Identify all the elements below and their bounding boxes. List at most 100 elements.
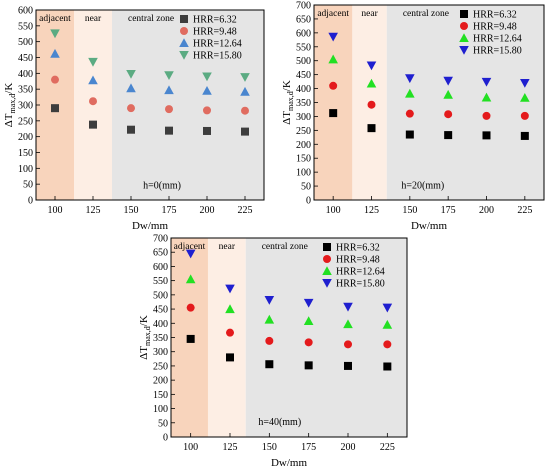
y-tick-label: 300 (18, 101, 33, 112)
point-1-1 (51, 104, 59, 113)
point-2-3 (405, 109, 414, 118)
point-4-1 (185, 249, 196, 259)
point-1-2 (89, 120, 97, 129)
legend-label-2: HRR=9.48 (193, 27, 237, 38)
panel-1: adjacent near central zone 0 50 100 150 200 250 3… (3, 6, 265, 232)
x-tick-label: 200 (479, 205, 494, 216)
y-tick-label: 250 (153, 361, 168, 372)
y-tick-label: 100 (18, 164, 33, 175)
point-2-6 (383, 340, 392, 349)
legend-marker-1 (323, 243, 331, 251)
x-tick-label: 225 (517, 205, 532, 216)
y-tick-label: 450 (18, 53, 33, 64)
y-tick-label: 150 (296, 154, 311, 165)
y-tick-label: 600 (296, 28, 311, 39)
point-2-4 (444, 110, 453, 119)
point-1-5 (482, 131, 491, 140)
y-tick-label: 50 (23, 180, 33, 191)
legend-marker-1 (180, 15, 188, 23)
x-axis-label: Dw/mm (411, 220, 448, 232)
zone-label-1: adjacent (39, 14, 71, 24)
point-4-4 (443, 76, 453, 86)
y-tick-label: 500 (296, 56, 311, 67)
point-4-3 (126, 69, 136, 79)
point-2-6 (241, 106, 249, 115)
point-2-2 (89, 97, 97, 106)
point-4-2 (88, 57, 98, 67)
point-4-6 (520, 79, 530, 88)
point-1-2 (226, 353, 234, 362)
legend-label-4: HRR=15.80 (473, 46, 522, 57)
legend-marker-4 (179, 51, 189, 60)
point-2-5 (344, 340, 352, 349)
y-tick-label: 350 (18, 85, 33, 96)
zone-label-3: central zone (262, 242, 308, 252)
point-2-1 (51, 75, 59, 84)
point-3-3 (126, 83, 136, 93)
x-tick-label: 150 (402, 205, 417, 216)
point-4-3 (264, 295, 275, 305)
legend-label-4: HRR=15.80 (336, 279, 385, 290)
y-tick-label: 200 (18, 132, 33, 143)
point-1-2 (367, 124, 376, 133)
y-tick-label: 500 (153, 290, 168, 301)
y-tick-label: 650 (153, 248, 168, 259)
point-1-4 (444, 131, 453, 140)
y-tick-label: 300 (296, 112, 311, 123)
x-tick-label: 150 (124, 205, 139, 216)
legend-marker-3 (322, 266, 332, 275)
zone-band-2 (207, 238, 246, 437)
point-4-4 (303, 298, 314, 308)
point-2-2 (367, 100, 376, 109)
point-3-1 (50, 48, 60, 58)
x-tick-label: 150 (262, 442, 277, 453)
legend-label-3: HRR=12.64 (193, 39, 242, 50)
point-3-6 (520, 92, 530, 102)
legend-label-1: HRR=6.32 (193, 15, 237, 26)
zone-label-2: near (219, 242, 236, 252)
point-3-3 (405, 88, 415, 98)
point-4-3 (405, 74, 415, 84)
x-tick-label: 200 (200, 205, 215, 216)
y-tick-label: 100 (153, 404, 168, 415)
point-1-3 (127, 125, 135, 134)
point-3-4 (443, 89, 453, 99)
x-tick-label: 225 (380, 442, 395, 453)
point-3-6 (382, 319, 393, 329)
point-1-3 (265, 360, 274, 369)
point-2-4 (165, 105, 173, 114)
legend-label-2: HRR=9.48 (336, 255, 380, 266)
legend-marker-4 (459, 46, 469, 55)
height-annotation: h=0(mm) (143, 181, 181, 192)
point-1-3 (405, 130, 414, 139)
height-annotation: h=20(mm) (401, 180, 444, 191)
point-1-1 (329, 109, 338, 118)
point-3-1 (328, 54, 338, 64)
y-tick-label: 700 (153, 234, 168, 245)
point-1-6 (520, 131, 529, 140)
y-tick-label: 300 (153, 347, 168, 358)
point-3-1 (185, 274, 196, 284)
point-2-1 (329, 81, 338, 90)
point-2-3 (127, 104, 135, 113)
y-tick-label: 150 (153, 390, 168, 401)
y-tick-label: 0 (163, 433, 168, 444)
x-tick-label: 125 (86, 205, 101, 216)
point-1-6 (383, 362, 392, 371)
y-tick-label: 450 (153, 305, 168, 316)
x-tick-label: 125 (364, 205, 379, 216)
x-tick-label: 175 (301, 442, 316, 453)
point-4-2 (366, 61, 377, 71)
y-tick-label: 550 (18, 21, 33, 32)
legend-label-3: HRR=12.64 (473, 34, 522, 45)
point-4-4 (164, 71, 174, 81)
zone-label-2: near (361, 9, 378, 19)
point-3-4 (164, 85, 174, 95)
y-tick-label: 0 (306, 196, 311, 207)
y-tick-label: 500 (18, 37, 33, 48)
point-2-5 (482, 111, 491, 120)
point-4-5 (343, 302, 353, 312)
zone-band-3 (112, 10, 264, 200)
point-4-6 (382, 303, 393, 313)
point-3-2 (225, 304, 235, 314)
